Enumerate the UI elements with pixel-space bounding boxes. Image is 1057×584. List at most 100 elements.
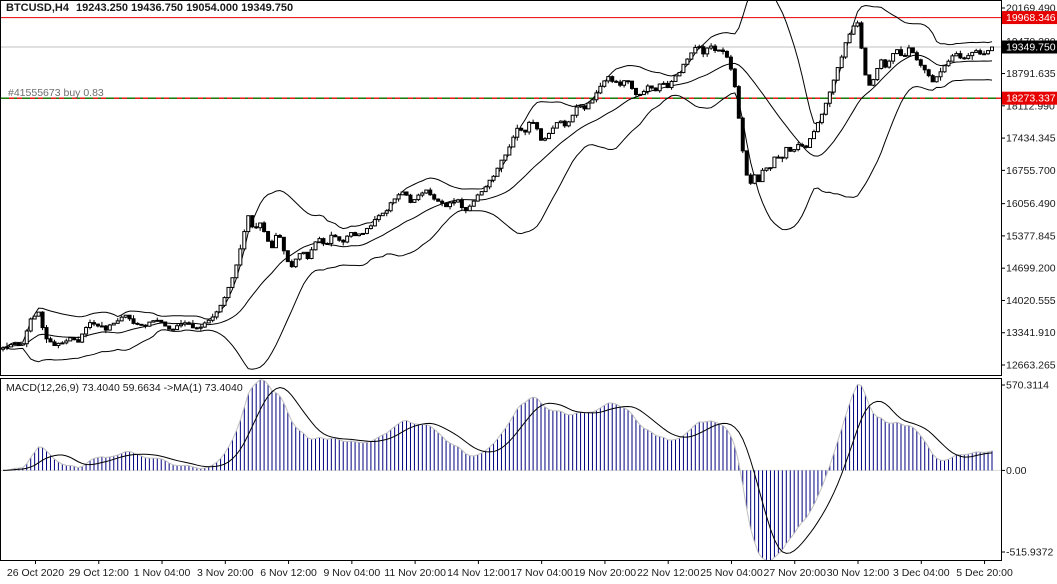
- bollinger-middle-band: [2, 54, 993, 349]
- candle-bearish: [99, 325, 104, 328]
- candle-bullish: [175, 325, 180, 331]
- candle-bullish: [1, 347, 5, 350]
- candle-bullish: [68, 337, 73, 342]
- price-alert-label-box: [1002, 11, 1057, 25]
- candle-bearish: [922, 64, 927, 71]
- candle-bearish: [341, 239, 346, 243]
- candle-bullish: [392, 198, 397, 204]
- bollinger-lower-band: [2, 79, 993, 370]
- candle-bearish: [867, 74, 872, 86]
- candle-bullish: [198, 326, 203, 329]
- candle-bullish: [847, 33, 852, 44]
- candle-bullish: [388, 202, 393, 212]
- candle-bullish: [641, 90, 646, 96]
- candle-bullish: [424, 189, 429, 194]
- candle-bullish: [974, 50, 979, 53]
- candle-bearish: [281, 236, 286, 252]
- candle-bearish: [630, 80, 635, 89]
- candle-bullish: [685, 58, 690, 65]
- candle-bearish: [930, 75, 935, 83]
- candle-bullish: [349, 232, 354, 237]
- candle-bullish: [258, 222, 263, 229]
- candle-bearish: [902, 54, 907, 57]
- price-tick-label: 14020.555: [1006, 295, 1056, 307]
- price-tick-label: 18791.635: [1006, 68, 1056, 80]
- candle-bullish: [835, 67, 840, 81]
- candle-bearish: [95, 323, 100, 327]
- candle-bullish: [970, 51, 975, 57]
- candle-bullish: [827, 91, 832, 104]
- time-tick-label: 3 Dec 04:00: [893, 567, 950, 579]
- candle-bearish: [859, 22, 864, 49]
- time-tick-label: 6 Nov 12:00: [260, 567, 317, 579]
- candle-bullish: [895, 49, 900, 55]
- candle-bullish: [661, 82, 666, 85]
- candles-layer: [1, 20, 994, 352]
- time-tick-label: 30 Nov 12:00: [827, 567, 890, 579]
- price-tick-label: 12663.265: [1006, 360, 1056, 372]
- time-axis: 26 Oct 2020 29 Oct 12:00 1 Nov 04:00 3 Nov …: [7, 560, 1013, 579]
- candle-bullish: [717, 49, 722, 52]
- time-tick-label: 27 Nov 20:00: [764, 567, 827, 579]
- candle-bullish: [329, 234, 334, 244]
- time-tick-label: 3 Nov 20:00: [197, 567, 254, 579]
- candle-bullish: [645, 85, 650, 92]
- candle-bullish: [309, 249, 314, 259]
- candle-bullish: [238, 248, 243, 266]
- candle-bullish: [448, 202, 453, 208]
- macd-indicator-layer: [1, 379, 1001, 560]
- candle-bearish: [744, 150, 749, 176]
- candle-bullish: [851, 25, 856, 35]
- candle-bearish: [531, 121, 536, 124]
- candle-bearish: [40, 311, 45, 329]
- candle-bullish: [507, 146, 512, 156]
- candle-bullish: [115, 320, 120, 324]
- candle-bullish: [293, 258, 298, 268]
- candle-bullish: [839, 56, 844, 69]
- candle-bearish: [610, 76, 615, 82]
- candle-bearish: [262, 222, 267, 233]
- candle-bullish: [297, 253, 302, 260]
- candle-bearish: [91, 322, 96, 325]
- candle-bearish: [701, 46, 706, 55]
- candle-bearish: [44, 327, 49, 340]
- candle-bullish: [697, 46, 702, 49]
- candle-bearish: [463, 207, 468, 212]
- candle-bullish: [808, 138, 813, 148]
- candle-bullish: [119, 316, 124, 322]
- candle-bullish: [709, 45, 714, 49]
- candle-bullish: [396, 194, 401, 200]
- candle-bearish: [918, 59, 923, 66]
- candle-bearish: [353, 232, 358, 237]
- candle-bullish: [451, 201, 456, 204]
- candle-bullish: [511, 136, 516, 148]
- candle-bearish: [633, 87, 638, 95]
- candle-bearish: [926, 69, 931, 77]
- chart-ohlc-values: 19243.250 19436.750 19054.000 19349.750: [76, 2, 293, 14]
- open-order-label[interactable]: #41555673 buy 0.83: [8, 87, 104, 99]
- candle-bullish: [752, 174, 757, 184]
- candle-bullish: [242, 231, 247, 250]
- price-box-label-text: 19349.750: [1006, 41, 1056, 53]
- candle-bullish: [107, 324, 112, 331]
- candle-bearish: [52, 341, 57, 347]
- candle-bullish: [566, 121, 571, 127]
- candle-bearish: [748, 174, 753, 184]
- candle-bullish: [796, 144, 801, 151]
- time-tick-label: 25 Nov 04:00: [700, 567, 763, 579]
- candle-bullish: [946, 60, 951, 67]
- time-tick-label: 11 Nov 20:00: [384, 567, 446, 579]
- candle-bullish: [772, 156, 777, 169]
- candle-bullish: [84, 327, 89, 335]
- candle-bullish: [214, 311, 219, 318]
- candle-bearish: [582, 105, 587, 110]
- candle-bearish: [48, 338, 53, 343]
- candle-bearish: [408, 194, 413, 203]
- candle-bullish: [942, 65, 947, 73]
- candle-bullish: [60, 342, 65, 345]
- time-tick-label: 17 Nov 04:00: [510, 567, 573, 579]
- candle-bullish: [179, 323, 184, 327]
- candle-bearish: [289, 261, 294, 268]
